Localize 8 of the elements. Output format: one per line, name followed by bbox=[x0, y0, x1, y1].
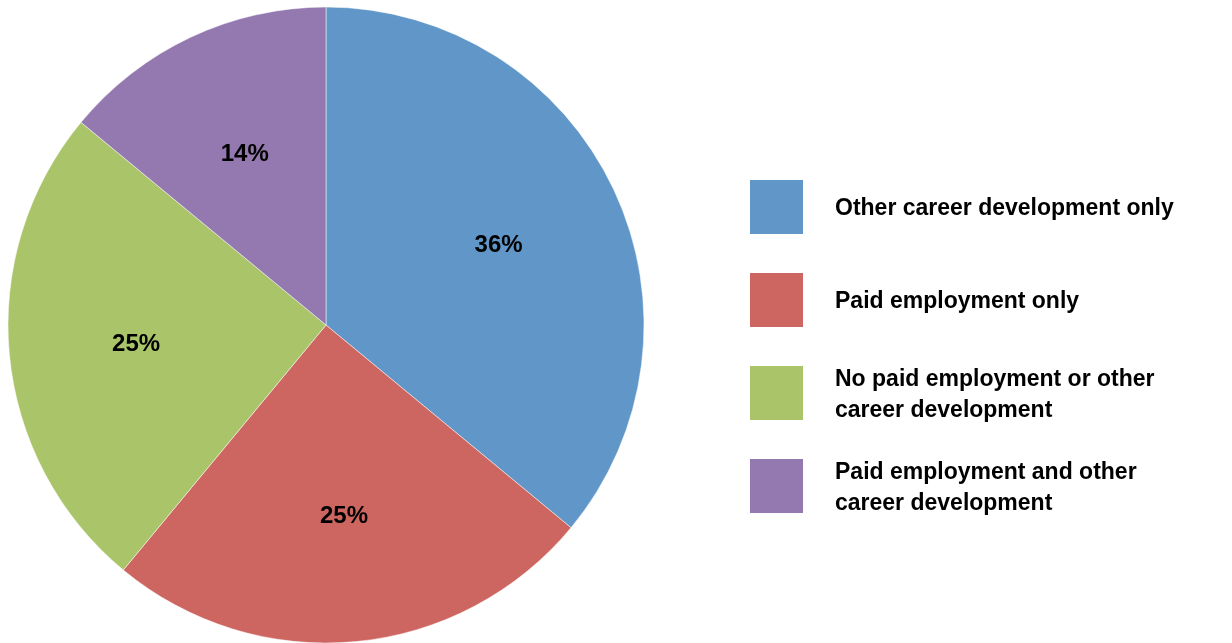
legend-label: Paid employment and other career development bbox=[835, 457, 1137, 515]
data-label: 36% bbox=[474, 230, 523, 258]
legend-label: Other career development only bbox=[835, 194, 1174, 220]
legend-label: Paid employment only bbox=[835, 287, 1080, 313]
data-label: 25% bbox=[112, 329, 161, 357]
data-label: 25% bbox=[319, 501, 368, 529]
data-label: 14% bbox=[220, 138, 269, 166]
legend-label: No paid employment or other career development bbox=[835, 364, 1155, 422]
